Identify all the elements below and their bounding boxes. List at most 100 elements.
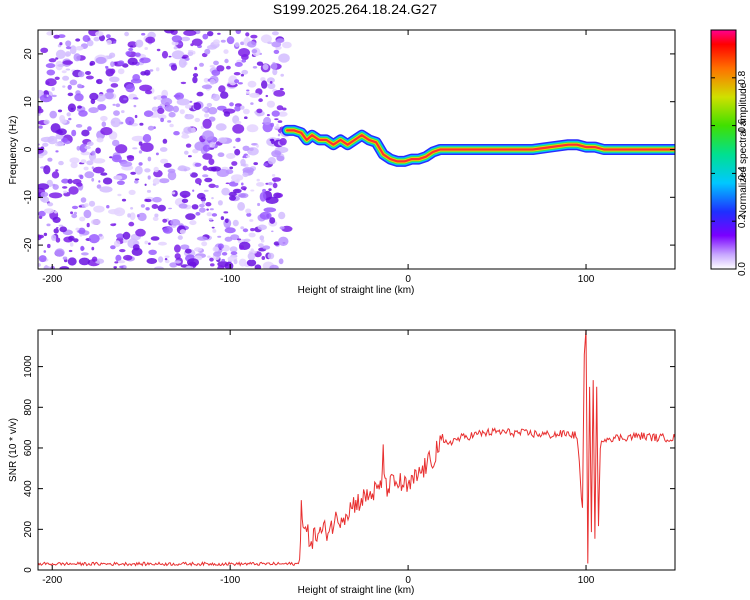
noise-blob <box>96 184 102 189</box>
noise-blob <box>259 192 267 202</box>
top-y-ticks: 20 10 0 -10 -20 <box>23 48 675 252</box>
noise-blob <box>278 53 290 63</box>
noise-blob <box>152 178 160 185</box>
noise-blob <box>78 205 83 208</box>
noise-blob <box>248 232 256 238</box>
noise-blob <box>84 145 91 150</box>
noise-blob <box>86 222 90 228</box>
noise-blob <box>157 204 166 212</box>
noise-blob <box>168 207 173 210</box>
noise-blob <box>154 266 164 269</box>
noise-blob <box>65 51 72 57</box>
noise-blob <box>59 266 70 269</box>
noise-blob <box>152 216 159 221</box>
noise-blob <box>68 186 79 195</box>
noise-blob <box>201 241 208 247</box>
noise-blob <box>192 148 199 154</box>
noise-blob <box>236 120 242 125</box>
noise-blob <box>38 125 43 129</box>
noise-blob <box>276 38 285 43</box>
noise-blob <box>249 219 254 222</box>
noise-blob <box>42 142 49 147</box>
noise-blob <box>225 182 230 185</box>
noise-blob <box>221 252 228 256</box>
noise-blob <box>268 188 272 192</box>
noise-blob <box>276 105 284 111</box>
noise-blob <box>223 211 229 214</box>
noise-blob <box>240 105 245 110</box>
noise-blob <box>245 91 250 95</box>
noise-blob <box>223 49 229 54</box>
noise-blob <box>224 58 229 64</box>
noise-blob <box>251 49 258 54</box>
noise-blob <box>237 137 241 142</box>
noise-blob <box>211 69 221 76</box>
noise-blob <box>50 123 61 133</box>
noise-blob <box>233 72 241 76</box>
noise-blob <box>114 261 119 264</box>
noise-scatter <box>38 30 293 269</box>
noise-blob <box>237 82 243 85</box>
bottom-y-label: SNR (10 * v/v) <box>8 418 19 482</box>
noise-blob <box>282 107 287 111</box>
noise-blob <box>106 205 110 209</box>
noise-blob <box>212 246 219 252</box>
noise-blob <box>266 77 275 84</box>
noise-blob <box>132 74 141 81</box>
noise-blob <box>179 229 186 235</box>
noise-blob <box>209 257 214 262</box>
noise-blob <box>139 122 144 126</box>
noise-blob <box>196 236 208 241</box>
noise-blob <box>160 97 173 106</box>
noise-blob <box>100 127 113 136</box>
noise-blob <box>213 39 220 45</box>
noise-blob <box>277 133 281 137</box>
y-tick-label: 0 <box>23 567 34 573</box>
noise-blob <box>206 212 212 217</box>
noise-blob <box>228 191 237 197</box>
noise-blob <box>45 63 56 69</box>
noise-blob <box>91 256 98 262</box>
noise-blob <box>167 120 172 123</box>
noise-blob <box>201 201 206 205</box>
noise-blob <box>267 252 275 260</box>
noise-blob <box>184 114 194 120</box>
noise-blob <box>254 264 262 269</box>
noise-blob <box>276 155 285 162</box>
noise-blob <box>75 38 81 42</box>
x-tick-label: -100 <box>220 575 240 586</box>
noise-blob <box>79 174 84 180</box>
noise-blob <box>128 189 136 195</box>
noise-blob <box>73 211 77 215</box>
noise-blob <box>38 183 50 190</box>
noise-blob <box>239 245 245 250</box>
noise-blob <box>203 189 209 192</box>
noise-blob <box>218 137 228 144</box>
noise-blob <box>134 114 138 119</box>
noise-blob <box>174 244 181 253</box>
noise-blob <box>249 92 260 98</box>
noise-blob <box>188 155 192 158</box>
noise-blob <box>282 41 292 49</box>
noise-blob <box>273 241 280 246</box>
noise-blob <box>202 144 211 152</box>
noise-blob <box>132 244 140 251</box>
noise-blob <box>226 65 231 70</box>
noise-blob <box>234 42 240 48</box>
y-tick-label: 10 <box>23 96 34 108</box>
noise-blob <box>232 124 245 134</box>
noise-blob <box>263 116 272 126</box>
noise-blob <box>224 236 233 242</box>
noise-blob <box>76 182 83 187</box>
noise-blob <box>168 111 176 118</box>
colorbar: 0.0 0.2 0.4 0.6 0.8 Normalized spectral ampl… <box>710 29 749 276</box>
noise-blob <box>261 256 266 260</box>
noise-blob <box>255 112 258 116</box>
noise-blob <box>70 162 78 169</box>
noise-blob <box>105 66 109 70</box>
noise-blob <box>113 266 117 269</box>
noise-blob <box>224 227 236 234</box>
noise-blob <box>115 144 128 154</box>
noise-blob <box>171 50 185 60</box>
noise-blob <box>57 64 65 67</box>
